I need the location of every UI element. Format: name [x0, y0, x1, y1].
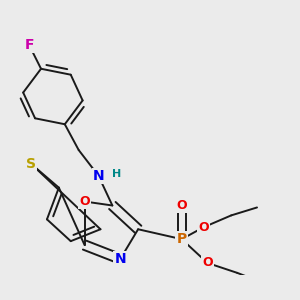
Text: O: O: [79, 195, 90, 208]
Text: O: O: [202, 256, 213, 269]
Text: P: P: [177, 232, 187, 246]
Text: N: N: [93, 169, 104, 183]
Text: F: F: [24, 38, 34, 52]
Text: O: O: [198, 221, 209, 234]
Text: O: O: [176, 199, 187, 212]
Text: H: H: [112, 169, 121, 179]
Text: S: S: [26, 157, 36, 171]
Text: N: N: [115, 252, 126, 266]
